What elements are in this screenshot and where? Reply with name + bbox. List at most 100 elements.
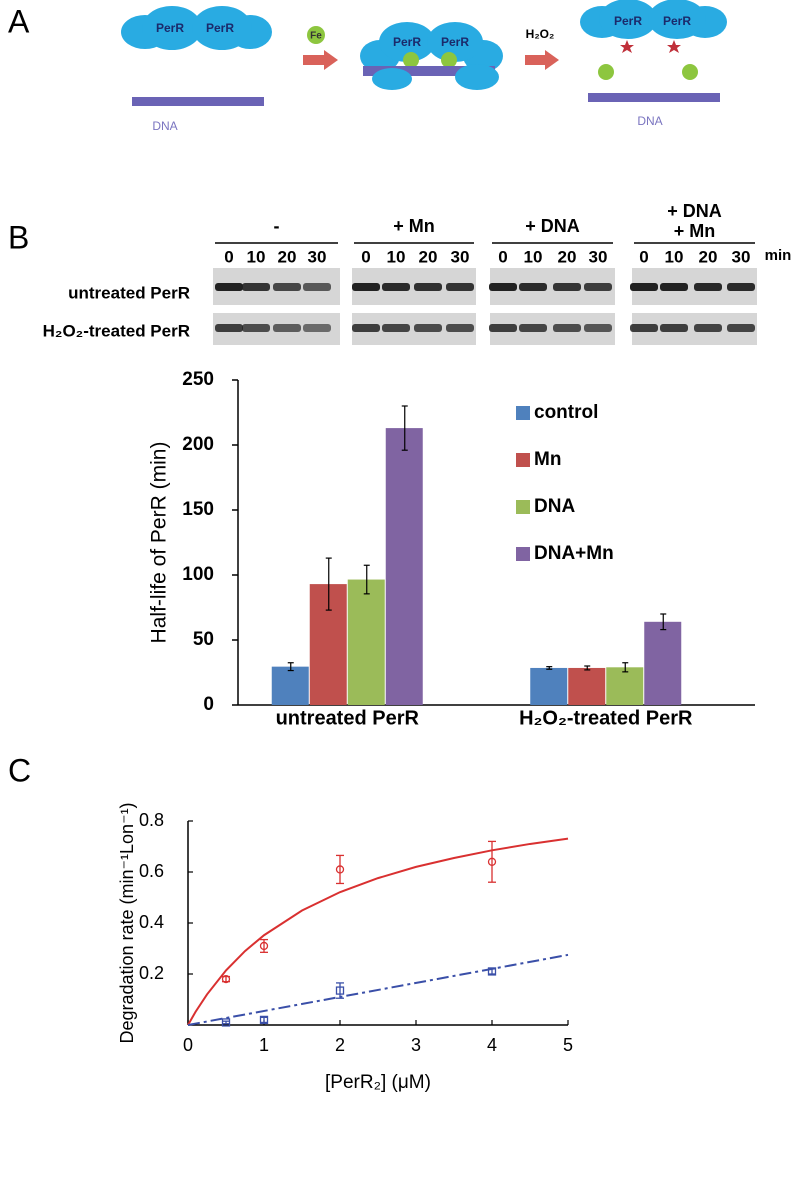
error-bar (546, 666, 553, 670)
gel-band (414, 324, 442, 332)
legend-label: control (534, 402, 598, 423)
legend-swatch (516, 453, 530, 467)
oxidation-star (620, 40, 634, 53)
time-label: 20 (699, 247, 718, 266)
protein-label: PerR (614, 14, 642, 28)
gel-band (630, 283, 658, 291)
protein-shape (372, 68, 412, 90)
dna-bar (363, 66, 495, 76)
condition-label: + DNA (667, 201, 722, 221)
error-bar (336, 854, 344, 885)
iron (441, 52, 457, 68)
unit-label: min (765, 247, 792, 264)
time-label: 30 (732, 247, 751, 266)
bar (606, 667, 644, 705)
error-bar (222, 1020, 230, 1025)
diagram: PerR PerR DNA Fe PerR PerR H₂O₂ PerR Per… (121, 0, 727, 133)
protein-label: PerR (663, 14, 691, 28)
time-label: 30 (451, 247, 470, 266)
time-label: 10 (524, 247, 543, 266)
gel-band (584, 324, 612, 332)
gel-band (727, 324, 755, 332)
condition-label: + DNA (525, 216, 580, 236)
point (487, 857, 497, 866)
y-tick-label: 50 (193, 629, 214, 650)
y-tick-label: 0 (203, 694, 214, 715)
error-bar (660, 613, 667, 631)
y-tick-label: 150 (182, 499, 214, 520)
gel-band (352, 283, 380, 291)
fit-line (187, 953, 569, 1026)
x-tick-label: 2 (335, 1035, 345, 1055)
time-label: 10 (247, 247, 266, 266)
dna-bar (132, 97, 264, 106)
iron (598, 64, 614, 80)
oxidant-label: H₂O₂ (526, 27, 555, 41)
bar (530, 667, 568, 705)
protein-label: PerR (393, 35, 421, 49)
gel-band (303, 283, 331, 291)
gel-band (382, 324, 410, 332)
gel-band (352, 324, 380, 332)
protein-label: PerR (156, 21, 184, 35)
x-tick-label: untreated PerR (276, 707, 420, 729)
y-tick-label: 0.6 (139, 861, 164, 881)
condition-label: + Mn (674, 221, 716, 241)
bar (347, 579, 385, 705)
gel-band (660, 283, 688, 291)
row-label: H₂O₂-treated PerR (43, 321, 190, 340)
gel-band (727, 283, 755, 291)
legend-swatch (516, 500, 530, 514)
panel-label: B (8, 219, 29, 255)
dna-label: DNA (152, 119, 177, 133)
gel-band (553, 283, 581, 291)
x-tick-label: 5 (563, 1035, 573, 1055)
gel-band (215, 324, 243, 332)
scatter-chart: 0.2 0.4 0.6 0.8 0 1 2 3 4 5 [PerR₂] (μM) Degradatio… (117, 802, 573, 1093)
error-bar (287, 662, 294, 672)
gel-band (519, 324, 547, 332)
protein-shape (379, 22, 435, 62)
y-axis-label: Half-life of PerR (min) (148, 442, 171, 644)
arrow (525, 50, 559, 70)
x-tick-label: 1 (259, 1035, 269, 1055)
y-tick-label: 0.2 (139, 963, 164, 983)
time-label: 10 (387, 247, 406, 266)
gel-band (694, 283, 722, 291)
protein-label: PerR (206, 21, 234, 35)
panel-label: C (8, 752, 31, 788)
time-label: 30 (308, 247, 327, 266)
protein-shape (648, 0, 706, 39)
y-axis-label: Degradation rate (min⁻¹Lon⁻¹) (117, 802, 137, 1043)
time-label: 10 (665, 247, 684, 266)
gel-band (303, 324, 331, 332)
x-tick-label: 0 (183, 1035, 193, 1055)
y-tick-label: 100 (182, 564, 214, 585)
bar (568, 667, 606, 705)
gel-band (489, 283, 517, 291)
time-label: 20 (558, 247, 577, 266)
gel-band (446, 283, 474, 291)
time-label: 30 (589, 247, 608, 266)
point (221, 1018, 231, 1027)
protein-label: PerR (441, 35, 469, 49)
gel-band (242, 283, 270, 291)
dna-label: DNA (637, 114, 662, 128)
point (221, 974, 231, 984)
bar (644, 621, 682, 705)
gel-band (215, 283, 243, 291)
iron (682, 64, 698, 80)
gel-band (553, 324, 581, 332)
time-label: 20 (278, 247, 297, 266)
gel-band (519, 283, 547, 291)
y-tick-label: 200 (182, 434, 214, 455)
oxidation-star (667, 40, 681, 53)
point (259, 941, 269, 951)
gel-band (273, 283, 301, 291)
protein-shape (455, 64, 499, 90)
error-bar (260, 938, 268, 953)
gel-band (630, 324, 658, 332)
gel-band (242, 324, 270, 332)
